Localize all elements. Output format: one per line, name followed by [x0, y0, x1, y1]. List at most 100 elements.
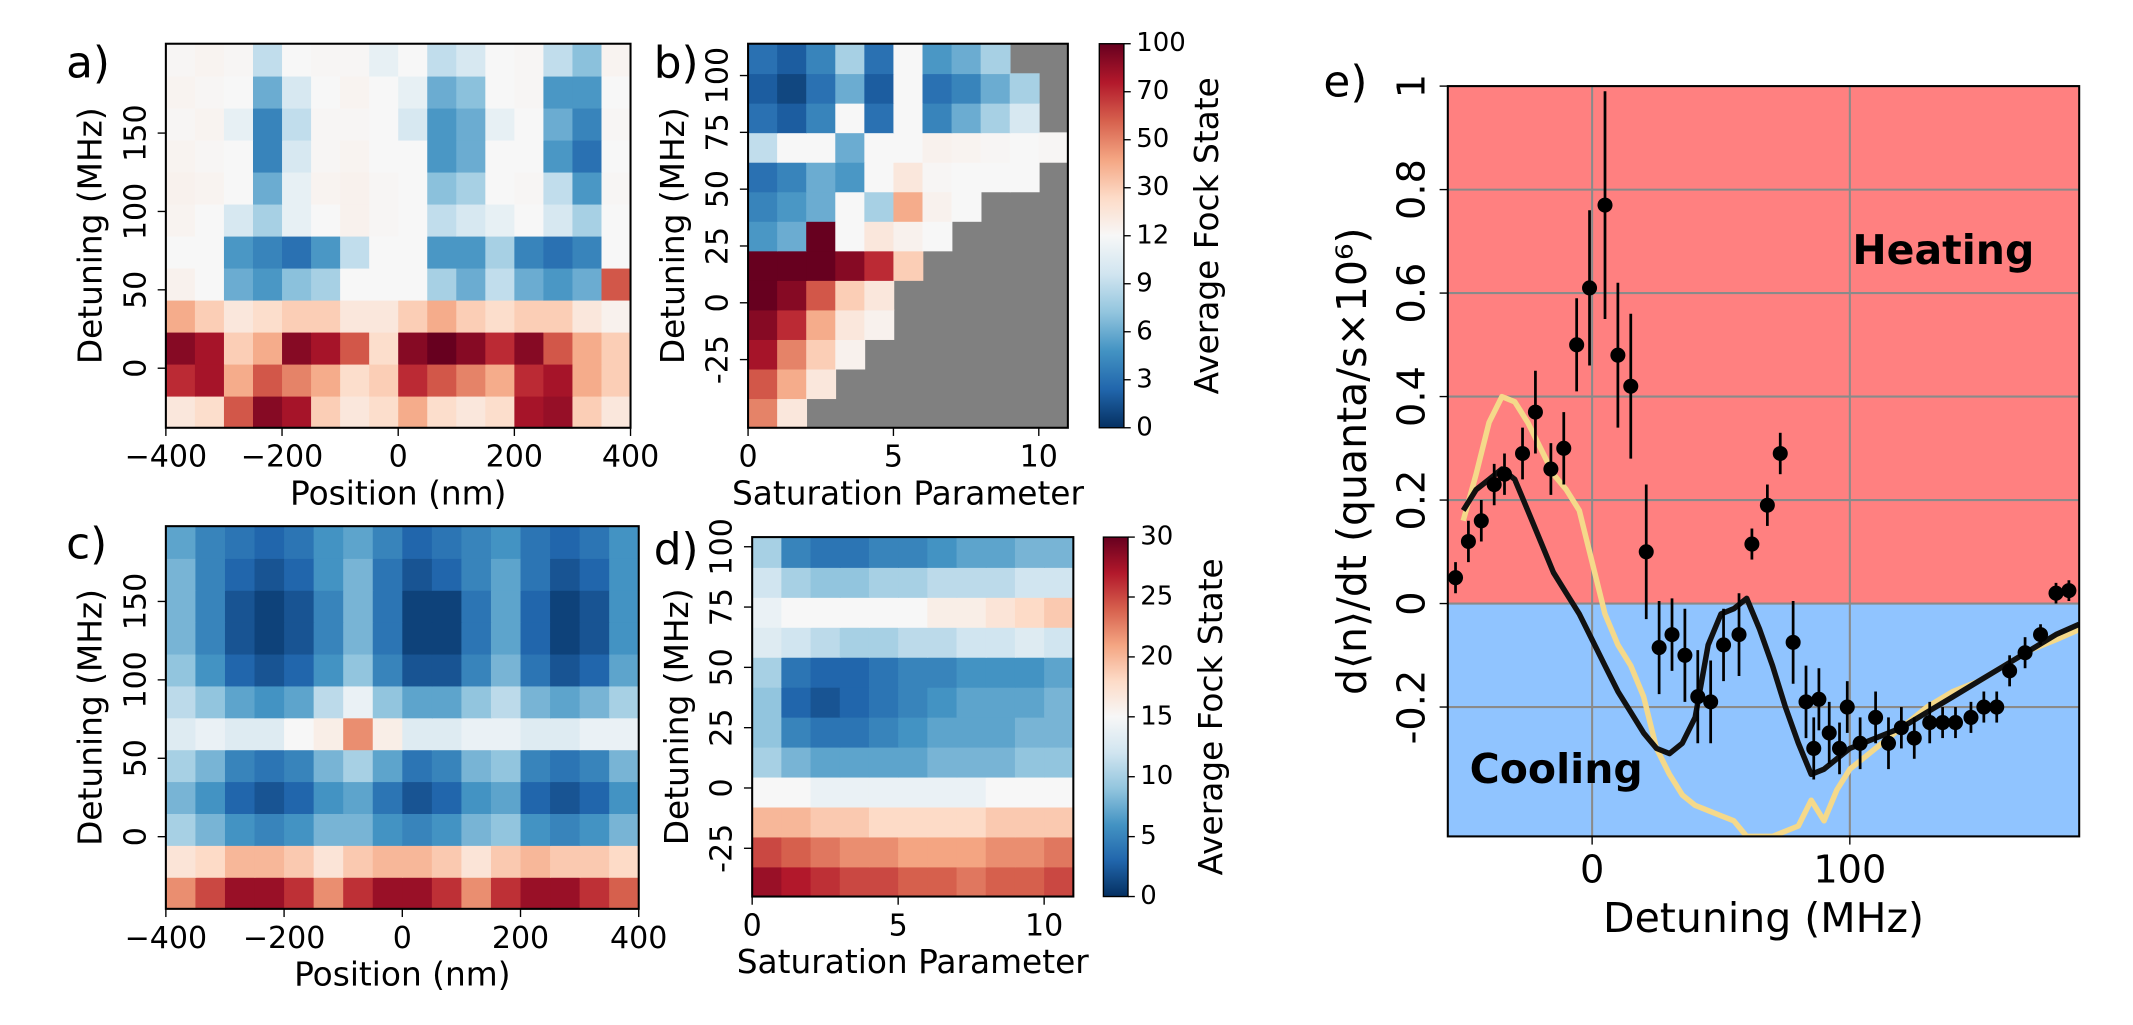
heatmap-cell — [514, 107, 545, 141]
colorbar-tick-label: 25 — [1140, 582, 1173, 612]
heatmap-cell — [1044, 806, 1075, 838]
heatmap-cell — [550, 558, 581, 591]
heatmap-cell — [398, 171, 429, 205]
heatmap-cell — [550, 685, 581, 719]
heatmap-cell — [223, 139, 254, 173]
heatmap-cell — [490, 653, 522, 687]
heatmap-cell — [369, 363, 400, 397]
panel-label: d) — [654, 524, 699, 575]
heatmap-cell — [456, 107, 487, 141]
heatmap-cell — [284, 717, 315, 751]
heatmap-cell — [550, 813, 581, 846]
heatmap-cell — [485, 395, 516, 429]
heatmap-cell — [431, 653, 463, 687]
heatmap-cell — [927, 716, 958, 748]
heatmap-cell — [313, 717, 345, 751]
heatmap-cell — [927, 836, 958, 868]
heatmap-cell — [777, 161, 808, 193]
heatmap-cell — [369, 171, 400, 205]
heatmap-cell — [864, 250, 895, 281]
heatmap-cell — [343, 685, 374, 719]
heatmap-cell — [343, 749, 374, 783]
heatmap-cell — [543, 107, 574, 141]
x-tick-label: 5 — [889, 909, 908, 944]
heatmap-cell — [864, 309, 895, 340]
data-point — [1556, 440, 1572, 456]
heatmap-cell — [311, 331, 341, 365]
y-tick-label: 1 — [1389, 74, 1434, 98]
heatmap-cell — [195, 749, 226, 783]
heatmap-cell — [195, 653, 226, 687]
heatmap-cell — [282, 203, 312, 237]
heatmap-cell — [980, 102, 1011, 134]
y-tick-label: 100 — [118, 651, 153, 708]
heatmap-cell — [748, 280, 778, 311]
heatmap-cell — [806, 161, 837, 193]
heatmap-cell — [340, 171, 370, 205]
heatmap-cell — [398, 267, 429, 301]
heatmap-cell — [461, 876, 492, 910]
heatmap-cell — [343, 526, 374, 559]
colorbar-tick-label: 70 — [1136, 76, 1169, 106]
heatmap-cell — [572, 139, 603, 173]
heatmap-cell — [223, 235, 254, 269]
heatmap-cell — [543, 299, 574, 333]
heatmap-cell — [777, 398, 808, 429]
heatmap-cell — [839, 597, 870, 628]
heatmap-cell — [223, 107, 254, 141]
heatmap-cell — [461, 685, 492, 719]
heatmap-cell — [372, 589, 404, 623]
y-tick-label: 75 — [701, 113, 736, 151]
heatmap-cell — [340, 267, 370, 301]
heating-region — [1447, 86, 2080, 604]
heatmap-cell — [254, 749, 285, 783]
heatmap-cell — [864, 132, 895, 163]
heatmap-cell — [543, 331, 574, 365]
heatmap-cell — [609, 685, 640, 719]
heatmap-cell — [893, 161, 924, 193]
heatmap-cell — [372, 526, 404, 559]
heatmap-cell — [579, 526, 610, 559]
heatmap-cell — [550, 589, 581, 623]
heatmap-cell — [550, 876, 581, 910]
x-tick-label: 0 — [389, 440, 408, 475]
colorbar-label: Average Fock State — [1192, 558, 1230, 875]
heatmap-cell — [311, 299, 341, 333]
heatmap-cell — [1009, 161, 1040, 193]
heatmap-cell — [313, 653, 345, 687]
x-axis-label: Saturation Parameter — [737, 943, 1090, 981]
heatmap-cell — [752, 597, 783, 628]
y-tick-label: 0.4 — [1389, 366, 1434, 427]
heatmap-cell — [781, 567, 812, 598]
heatmap-cell — [1044, 597, 1075, 628]
heatmap-cell — [224, 685, 256, 719]
data-point — [1989, 699, 2005, 715]
heatmap-cell — [254, 781, 285, 814]
heatmap-cell — [343, 621, 374, 655]
heatmap-cell — [514, 43, 545, 77]
heatmap-cell — [490, 621, 522, 655]
heatmap-cell — [609, 653, 640, 687]
heatmap-cell — [456, 171, 487, 205]
heatmap-cell — [431, 717, 463, 751]
data-point — [1651, 640, 1667, 656]
heatmap-cell — [372, 781, 404, 814]
heatmap-cell — [369, 235, 400, 269]
data-point — [1772, 445, 1788, 462]
colorbar-label: Average Fock State — [1188, 77, 1226, 394]
heatmap-cell — [165, 749, 197, 783]
heatmap-cell — [898, 866, 929, 898]
heatmap-cell — [777, 43, 808, 75]
data-point — [1664, 627, 1680, 643]
heatmap-cell — [456, 235, 487, 269]
heatmap-cell — [1014, 866, 1045, 898]
heatmap-cell — [985, 806, 1016, 838]
heatmap-cell — [194, 363, 225, 397]
heatmap-cell — [748, 161, 778, 193]
heatmap-cell — [864, 220, 895, 252]
heatmap-cell — [284, 813, 315, 846]
heatmap-cell — [311, 107, 341, 141]
heatmap-cell — [864, 102, 895, 134]
heatmap-cell — [402, 526, 433, 559]
heatmap-cell — [340, 139, 370, 173]
